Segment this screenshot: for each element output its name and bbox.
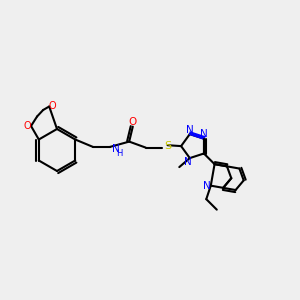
Text: O: O bbox=[24, 121, 31, 131]
Text: O: O bbox=[49, 101, 57, 112]
Text: N: N bbox=[184, 157, 192, 167]
Text: N: N bbox=[186, 125, 194, 135]
Text: N: N bbox=[200, 130, 208, 140]
Text: N: N bbox=[112, 144, 119, 154]
Text: H: H bbox=[116, 148, 123, 158]
Text: O: O bbox=[129, 117, 137, 127]
Text: N: N bbox=[203, 181, 211, 191]
Text: S: S bbox=[165, 141, 172, 151]
